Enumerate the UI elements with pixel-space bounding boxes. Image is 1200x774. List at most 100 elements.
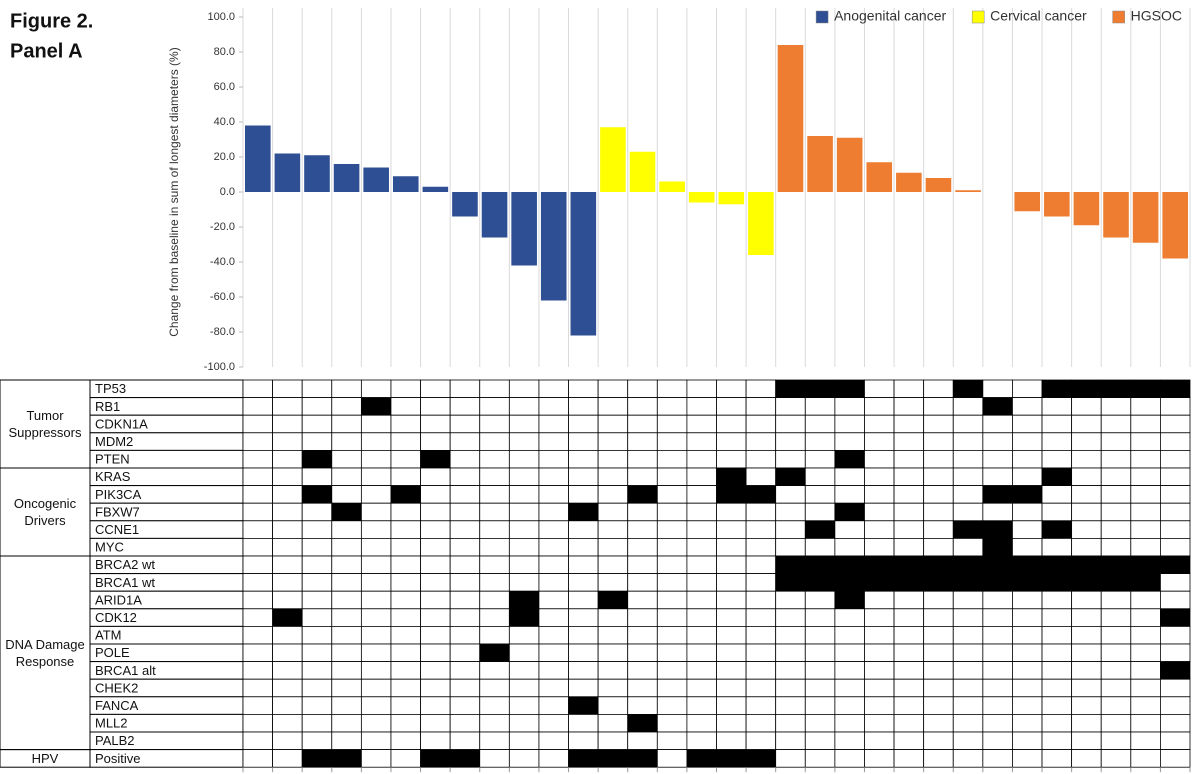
cell	[834, 538, 865, 557]
cell	[745, 555, 777, 575]
cell	[242, 608, 273, 627]
cell	[479, 661, 510, 680]
cell	[508, 678, 540, 698]
cell	[1041, 397, 1073, 416]
group-label: Tumor Suppressors	[8, 408, 82, 440]
cell	[864, 678, 895, 698]
row-label: POLE	[95, 645, 130, 660]
cell	[390, 661, 421, 680]
cell	[745, 414, 777, 434]
cell	[834, 520, 865, 539]
cell	[1100, 555, 1132, 575]
cell	[390, 379, 421, 399]
cell	[775, 414, 806, 434]
cell	[597, 502, 629, 522]
cell	[745, 502, 777, 522]
cell	[834, 626, 865, 645]
cell	[1012, 467, 1043, 487]
cell	[301, 661, 333, 680]
cell	[331, 714, 362, 733]
cell	[538, 379, 569, 399]
cell	[420, 555, 451, 575]
cell	[627, 485, 658, 504]
cell	[301, 414, 333, 434]
cell	[923, 643, 954, 663]
cell	[568, 643, 599, 663]
bar	[540, 192, 567, 301]
y-tick-label: 100.0	[207, 11, 235, 23]
cell	[804, 414, 836, 434]
cell	[1130, 555, 1161, 575]
cell	[331, 397, 362, 416]
cell	[982, 414, 1013, 434]
cell	[952, 485, 984, 504]
cell	[775, 555, 806, 575]
cell	[1130, 749, 1161, 768]
cell	[923, 397, 954, 416]
cell	[1100, 749, 1132, 768]
cell	[479, 573, 510, 592]
cell	[360, 749, 392, 768]
cell	[479, 449, 510, 469]
cell	[538, 397, 569, 416]
cell	[834, 502, 865, 522]
cell	[1100, 643, 1132, 663]
cell	[982, 626, 1013, 645]
legend-label: Anogenital cancer	[834, 8, 946, 24]
cell	[775, 731, 806, 751]
cell	[568, 573, 599, 592]
cell	[242, 714, 273, 733]
cell	[1071, 731, 1102, 751]
cell	[745, 643, 777, 663]
cell	[597, 749, 629, 768]
cell	[449, 749, 481, 768]
cell	[982, 590, 1013, 610]
cell	[597, 467, 629, 487]
cell	[745, 678, 777, 698]
cell	[952, 414, 984, 434]
cell	[1071, 432, 1102, 451]
cell	[242, 678, 273, 698]
cell	[982, 379, 1013, 399]
cell	[390, 397, 421, 416]
cell	[1012, 661, 1043, 680]
cell	[716, 467, 747, 487]
cell	[242, 449, 273, 469]
cell	[834, 590, 865, 610]
cell	[775, 467, 806, 487]
cell	[1012, 397, 1043, 416]
cell	[982, 467, 1013, 487]
bar	[1073, 192, 1100, 226]
cell	[1071, 485, 1102, 504]
cell	[597, 414, 629, 434]
cell	[1012, 643, 1043, 663]
chart-subtitle: Panel A	[10, 40, 83, 62]
cell	[952, 608, 984, 627]
cell	[508, 696, 540, 715]
cell	[686, 538, 717, 557]
cell	[627, 661, 658, 680]
cell	[686, 467, 717, 487]
cell	[272, 714, 303, 733]
cell	[1041, 485, 1073, 504]
cell	[272, 520, 303, 539]
cell	[449, 485, 481, 504]
cell	[1100, 467, 1132, 487]
cell	[952, 696, 984, 715]
row-label: FANCA	[95, 698, 139, 713]
cell	[449, 608, 481, 627]
cell	[893, 502, 925, 522]
cell	[242, 502, 273, 522]
cell	[1041, 520, 1073, 539]
cell	[656, 485, 688, 504]
cell	[360, 678, 392, 698]
bar	[748, 192, 774, 255]
cell	[1160, 502, 1191, 522]
cell	[1160, 696, 1191, 715]
cell	[449, 661, 481, 680]
cell	[1012, 538, 1043, 557]
cell	[1012, 485, 1043, 504]
cell	[982, 520, 1013, 539]
cell	[242, 520, 273, 539]
cell	[242, 414, 273, 434]
